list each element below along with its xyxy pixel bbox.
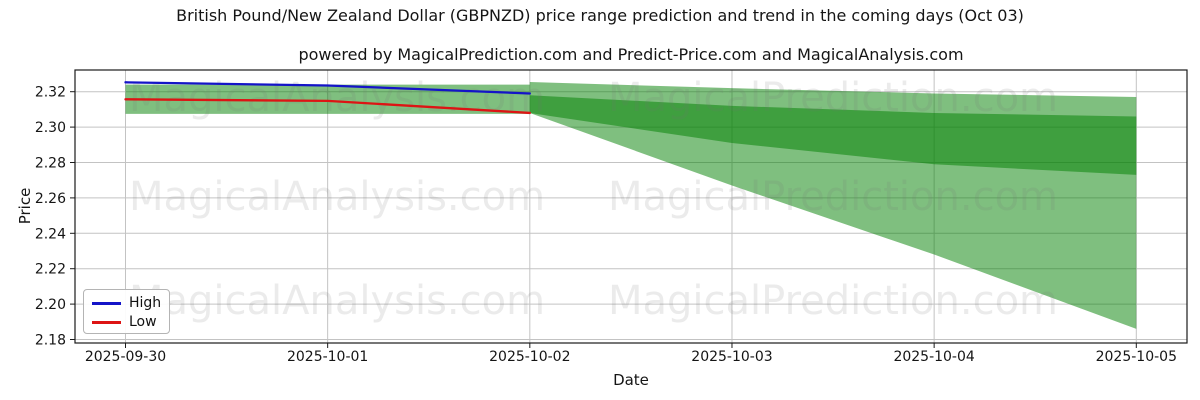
y-tick-label: 2.30 [35, 120, 66, 136]
legend-label-high: High [129, 295, 162, 311]
watermark-text: MagicalAnalysis.com [129, 278, 545, 324]
x-tick-label: 2025-10-03 [691, 349, 772, 365]
y-tick-label: 2.26 [35, 191, 66, 207]
x-tick-label: 2025-10-01 [287, 349, 368, 365]
watermark-text: MagicalPrediction.com [608, 174, 1058, 220]
y-tick-label: 2.22 [35, 262, 66, 278]
watermark-text: MagicalPrediction.com [608, 278, 1058, 324]
y-tick-label: 2.24 [35, 226, 66, 242]
chart-subtitle: powered by MagicalPrediction.com and Pre… [298, 45, 964, 64]
y-tick-label: 2.28 [35, 156, 66, 172]
x-tick-labels: 2025-09-30 2025-10-01 2025-10-02 2025-10-03… [85, 349, 1177, 365]
legend: High Low [83, 289, 170, 334]
x-tick-label: 2025-10-04 [893, 349, 974, 365]
y-tick-label: 2.20 [35, 297, 66, 313]
y-tick-label: 2.32 [35, 85, 66, 101]
x-axis-label: Date [613, 371, 649, 389]
x-tick-label: 2025-10-02 [489, 349, 570, 365]
watermark-text: MagicalPrediction.com [608, 75, 1058, 121]
watermark-text: MagicalAnalysis.com [129, 174, 545, 220]
chart-title: British Pound/New Zealand Dollar (GBPNZD… [176, 6, 1024, 25]
legend-label-low: Low [129, 314, 157, 330]
high-line [124, 81, 531, 95]
watermark-text: MagicalAnalysis.com [129, 75, 545, 121]
low-line-swatch [92, 321, 121, 324]
y-tick-labels: 2.18 2.20 2.22 2.24 2.26 2.28 2.30 2.32 [35, 85, 66, 349]
axes-frame [74, 69, 1188, 344]
legend-item-low: Low [92, 314, 169, 331]
watermarks: MagicalAnalysis.com MagicalPrediction.com… [129, 75, 1058, 324]
y-tick-label: 2.18 [35, 333, 66, 349]
forecast-inner-band [529, 95, 1137, 175]
x-tick-label: 2025-09-30 [85, 349, 166, 365]
legend-item-high: High [92, 295, 169, 312]
x-tick-label: 2025-10-05 [1096, 349, 1177, 365]
tick-marks [70, 91, 1137, 348]
low-line [124, 98, 531, 115]
high-line-swatch [92, 302, 121, 305]
